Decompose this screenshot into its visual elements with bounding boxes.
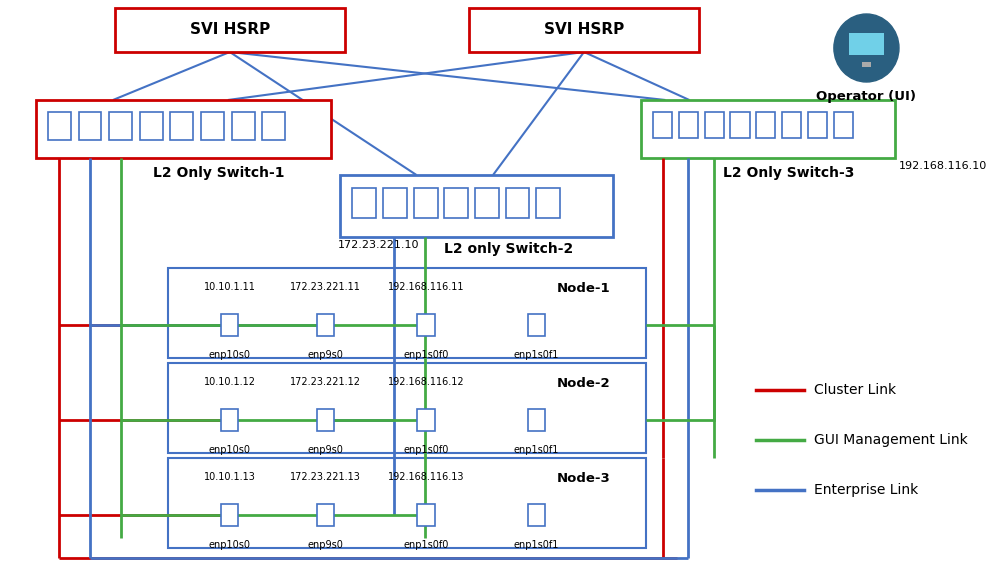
- Bar: [528, 504, 545, 526]
- Bar: [168, 458, 647, 548]
- Bar: [861, 62, 871, 67]
- Text: enp1s0f1: enp1s0f1: [513, 445, 559, 455]
- Text: SVI HSRP: SVI HSRP: [190, 22, 269, 37]
- Bar: [679, 112, 698, 138]
- Bar: [48, 112, 71, 140]
- Text: enp1s0f0: enp1s0f0: [403, 445, 449, 455]
- Bar: [201, 112, 224, 140]
- Bar: [115, 8, 344, 52]
- Bar: [168, 268, 647, 358]
- Text: enp10s0: enp10s0: [209, 350, 250, 360]
- Text: SVI HSRP: SVI HSRP: [544, 22, 624, 37]
- Bar: [352, 188, 376, 218]
- Bar: [262, 112, 285, 140]
- Text: enp9s0: enp9s0: [307, 350, 343, 360]
- Bar: [317, 314, 334, 336]
- Text: Node-1: Node-1: [557, 282, 611, 295]
- Bar: [232, 112, 254, 140]
- Text: 10.10.1.12: 10.10.1.12: [204, 377, 255, 387]
- Bar: [756, 112, 775, 138]
- Bar: [849, 33, 883, 55]
- Text: 10.10.1.11: 10.10.1.11: [204, 282, 255, 292]
- Bar: [383, 188, 407, 218]
- Bar: [417, 314, 435, 336]
- Text: Enterprise Link: Enterprise Link: [813, 483, 918, 497]
- Text: enp1s0f0: enp1s0f0: [403, 540, 449, 550]
- Text: 192.168.116.11: 192.168.116.11: [388, 282, 464, 292]
- Text: 10.10.1.13: 10.10.1.13: [204, 472, 255, 482]
- Bar: [168, 363, 647, 453]
- Text: 192.168.116.13: 192.168.116.13: [388, 472, 464, 482]
- Bar: [317, 504, 334, 526]
- Bar: [444, 188, 468, 218]
- Bar: [528, 314, 545, 336]
- Bar: [808, 112, 827, 138]
- Bar: [705, 112, 724, 138]
- Text: L2 Only Switch-3: L2 Only Switch-3: [723, 166, 854, 180]
- Bar: [171, 112, 194, 140]
- Text: 172.23.221.12: 172.23.221.12: [290, 377, 361, 387]
- Bar: [79, 112, 102, 140]
- Bar: [731, 112, 749, 138]
- Text: 192.168.116.10: 192.168.116.10: [899, 161, 987, 171]
- Bar: [506, 188, 529, 218]
- Text: enp1s0f0: enp1s0f0: [403, 350, 449, 360]
- Text: enp9s0: enp9s0: [307, 540, 343, 550]
- Text: Operator (UI): Operator (UI): [816, 90, 916, 103]
- Bar: [340, 175, 613, 237]
- Bar: [834, 112, 853, 138]
- Bar: [782, 112, 801, 138]
- Bar: [536, 188, 560, 218]
- Bar: [36, 100, 331, 158]
- Bar: [475, 188, 499, 218]
- Text: enp9s0: enp9s0: [307, 445, 343, 455]
- Text: Cluster Link: Cluster Link: [813, 383, 896, 397]
- Text: enp10s0: enp10s0: [209, 445, 250, 455]
- Text: enp1s0f1: enp1s0f1: [513, 540, 559, 550]
- Bar: [222, 504, 239, 526]
- Text: GUI Management Link: GUI Management Link: [813, 433, 967, 447]
- Text: Node-3: Node-3: [557, 472, 611, 485]
- Text: enp1s0f1: enp1s0f1: [513, 350, 559, 360]
- Text: L2 only Switch-2: L2 only Switch-2: [444, 242, 574, 256]
- Text: 172.23.221.10: 172.23.221.10: [338, 240, 419, 250]
- Bar: [109, 112, 132, 140]
- Text: 192.168.116.12: 192.168.116.12: [388, 377, 464, 387]
- Bar: [417, 504, 435, 526]
- Bar: [140, 112, 163, 140]
- Bar: [413, 188, 437, 218]
- Text: 172.23.221.11: 172.23.221.11: [290, 282, 361, 292]
- Bar: [642, 100, 895, 158]
- Bar: [653, 112, 672, 138]
- Bar: [528, 409, 545, 431]
- Bar: [317, 409, 334, 431]
- Text: 172.23.221.13: 172.23.221.13: [290, 472, 361, 482]
- Text: enp10s0: enp10s0: [209, 540, 250, 550]
- Bar: [222, 409, 239, 431]
- Text: Node-2: Node-2: [557, 377, 611, 390]
- Text: L2 Only Switch-1: L2 Only Switch-1: [154, 166, 285, 180]
- Bar: [417, 409, 435, 431]
- Bar: [469, 8, 699, 52]
- Circle shape: [834, 14, 899, 82]
- Bar: [222, 314, 239, 336]
